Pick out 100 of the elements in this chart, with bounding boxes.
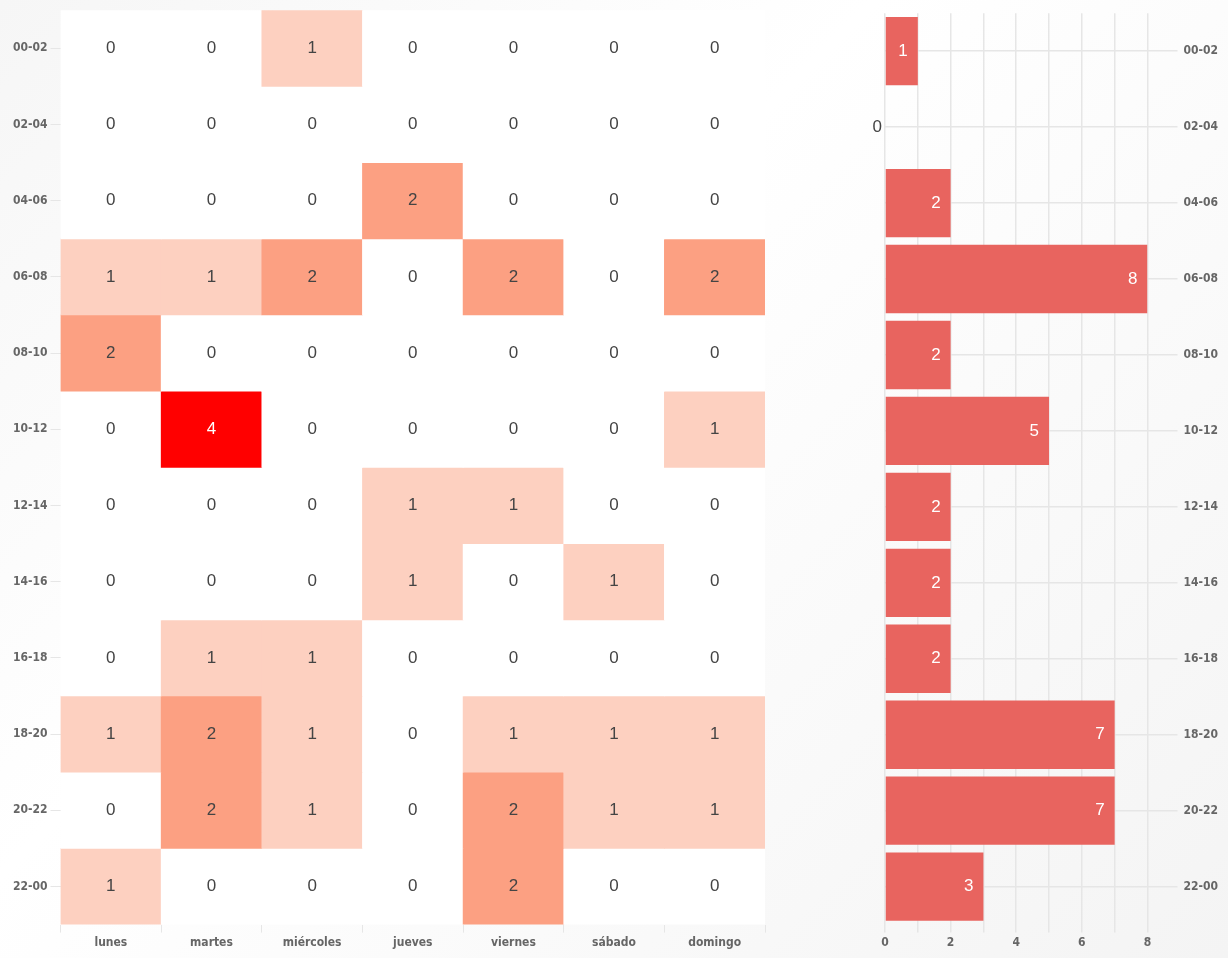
data-label: 0: [408, 342, 418, 362]
data-label: 0: [408, 37, 418, 57]
x-tick-label: 2: [946, 934, 955, 949]
x-tick-label: martes: [190, 934, 233, 949]
data-label: 2: [931, 648, 941, 668]
data-label: 2: [307, 266, 317, 286]
data-label: 8: [1128, 268, 1138, 288]
data-label: 0: [206, 495, 217, 515]
x-tick-label: 8: [1143, 934, 1152, 949]
y-tick-label: 16-18: [13, 650, 48, 665]
y-tick-label: 10-12: [13, 421, 48, 436]
data-label: 1: [106, 266, 116, 286]
data-label: 0: [206, 190, 217, 210]
data-label: 1: [609, 571, 619, 591]
y-tick-label: 20-22: [13, 802, 48, 817]
y-tick-label: 10-12: [1183, 423, 1218, 438]
y-tick-label: 00-02: [13, 40, 48, 55]
x-tick-label: 6: [1078, 934, 1086, 949]
data-label: 0: [106, 114, 116, 134]
data-label: 1: [709, 723, 720, 743]
y-tick-label: 12-14: [1183, 499, 1219, 513]
data-label: 1: [709, 418, 720, 438]
data-label: 1: [307, 37, 317, 57]
y-tick-label: 14-16: [13, 573, 48, 588]
y-tick-label: 06-08: [1183, 271, 1218, 286]
data-label: 0: [508, 37, 519, 57]
y-tick-label: 00-02: [1183, 43, 1218, 58]
data-label: 0: [106, 647, 116, 667]
data-label: 0: [609, 495, 619, 515]
data-label: 2: [931, 496, 941, 516]
data-label: 0: [609, 418, 619, 438]
data-label: 1: [508, 723, 519, 743]
data-label: 0: [408, 114, 418, 134]
data-label: 0: [609, 266, 619, 286]
data-label: 0: [307, 114, 317, 134]
data-label: 0: [106, 418, 116, 438]
data-label: 0: [106, 190, 116, 210]
data-label: 1: [408, 495, 418, 515]
x-tick-label: miércoles: [282, 934, 342, 949]
data-label: 0: [307, 342, 317, 362]
data-label: 0: [307, 418, 317, 438]
data-label: 0: [709, 571, 720, 591]
data-label: 0: [408, 799, 418, 819]
data-label: 0: [709, 876, 720, 896]
y-tick-label: 16-18: [1183, 650, 1218, 665]
data-label: 0: [508, 190, 519, 210]
data-label: 0: [106, 495, 116, 515]
data-label: 2: [106, 342, 116, 362]
data-label: 1: [408, 571, 418, 591]
x-tick-label: lunes: [94, 934, 128, 949]
data-label: 0: [609, 114, 619, 134]
data-label: 1: [898, 40, 908, 60]
data-label: 0: [508, 647, 519, 667]
bar: [885, 17, 918, 86]
data-label: 0: [609, 876, 619, 896]
data-label: 0: [709, 342, 720, 362]
y-tick-label: 18-20: [1183, 726, 1218, 741]
data-label: 0: [508, 342, 519, 362]
bar: [885, 396, 1050, 466]
data-label: 2: [206, 799, 217, 819]
y-tick-label: 06-08: [13, 269, 48, 284]
data-label: 1: [106, 723, 116, 743]
data-label: 2: [709, 266, 720, 286]
y-tick-label: 22-00: [1183, 878, 1218, 893]
data-label: 5: [1029, 420, 1040, 440]
data-label: 2: [931, 192, 941, 212]
data-label: 0: [408, 723, 418, 743]
data-label: 1: [709, 799, 720, 819]
data-label: 1: [106, 876, 116, 896]
y-tick-label: 14-16: [1183, 574, 1218, 589]
data-label: 0: [709, 495, 720, 515]
data-label: 0: [307, 571, 317, 591]
x-tick-label: viernes: [490, 934, 536, 949]
data-label: 2: [408, 190, 418, 210]
data-label: 0: [508, 114, 519, 134]
data-label: 0: [872, 116, 882, 136]
data-label: 1: [508, 495, 519, 515]
data-label: 0: [206, 571, 217, 591]
data-label: 0: [106, 571, 116, 591]
data-label: 0: [609, 37, 619, 57]
data-label: 0: [408, 418, 418, 438]
x-tick-label: sábado: [592, 934, 636, 949]
data-label: 0: [106, 37, 116, 57]
data-label: 1: [307, 647, 317, 667]
data-label: 0: [508, 418, 519, 438]
data-label: 0: [609, 647, 619, 667]
y-tick-label: 08-10: [13, 345, 48, 360]
data-label: 2: [508, 876, 519, 896]
data-label: 0: [408, 266, 418, 286]
data-label: 1: [307, 799, 317, 819]
data-label: 0: [206, 876, 217, 896]
bar: [885, 168, 951, 238]
data-label: 2: [931, 344, 941, 364]
y-tick-label: 02-04: [1183, 119, 1219, 134]
data-label: 0: [609, 342, 619, 362]
y-tick-label: 18-20: [13, 726, 48, 741]
data-label: 0: [106, 799, 116, 819]
data-label: 1: [609, 723, 619, 743]
y-tick-label: 20-22: [1183, 802, 1218, 817]
x-tick-label: 0: [881, 934, 889, 949]
